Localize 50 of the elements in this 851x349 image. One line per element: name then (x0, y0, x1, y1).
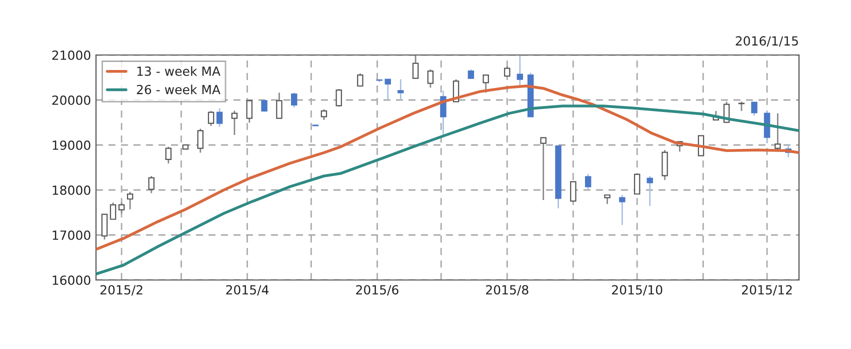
y-tick-label: 19000 (52, 140, 90, 150)
legend-label: 26 - week MA (136, 84, 220, 94)
x-tick-label: 2015/4 (226, 285, 269, 296)
candlestick (646, 175, 653, 207)
candlestick (751, 102, 758, 116)
candlestick (482, 74, 489, 94)
candlestick (662, 149, 668, 181)
candlestick (398, 78, 404, 101)
candlestick (216, 108, 223, 128)
candlestick (516, 55, 524, 87)
line-series (96, 84, 799, 251)
x-tick-label: 2015/12 (742, 285, 792, 296)
candlestick (110, 202, 116, 220)
y-tick-label: 16000 (52, 275, 90, 285)
line-series (96, 104, 799, 276)
candlestick (165, 146, 172, 164)
y-tick-label: 17000 (52, 230, 90, 240)
candlestick (357, 72, 364, 88)
y-tick-label: 21000 (52, 50, 90, 60)
candlestick (208, 110, 214, 127)
x-tick-label: 2015/2 (100, 285, 142, 296)
candlestick (540, 136, 546, 201)
candlestick (584, 173, 592, 190)
candlestick (384, 78, 391, 101)
candlestick (126, 191, 134, 210)
candlestick (468, 68, 474, 80)
candlestick (504, 65, 510, 77)
x-tick-label: 2015/6 (356, 285, 398, 296)
candlestick (197, 128, 204, 154)
candlestick (118, 202, 125, 214)
candlestick (440, 90, 446, 138)
candlestick (148, 175, 154, 194)
candlestick (336, 88, 342, 108)
y-tick-label: 20000 (52, 95, 90, 105)
candlestick (246, 99, 252, 124)
x-tick-label: 2015/10 (612, 285, 662, 296)
candlestick (291, 92, 298, 108)
candlestick (320, 108, 328, 121)
candlestick (604, 194, 610, 205)
candlestick (570, 181, 576, 202)
candlestick (619, 194, 626, 226)
candlestick (427, 68, 434, 88)
legend-label: 13 - week MA (137, 66, 220, 76)
text: 2016/1/15 (736, 36, 798, 47)
candlestick (231, 110, 238, 136)
candlestick (101, 214, 108, 240)
x-tick-label: 2015/8 (486, 285, 528, 296)
y-tick-label: 18000 (52, 185, 90, 195)
candlestick (276, 92, 282, 120)
candlestick (634, 174, 640, 195)
